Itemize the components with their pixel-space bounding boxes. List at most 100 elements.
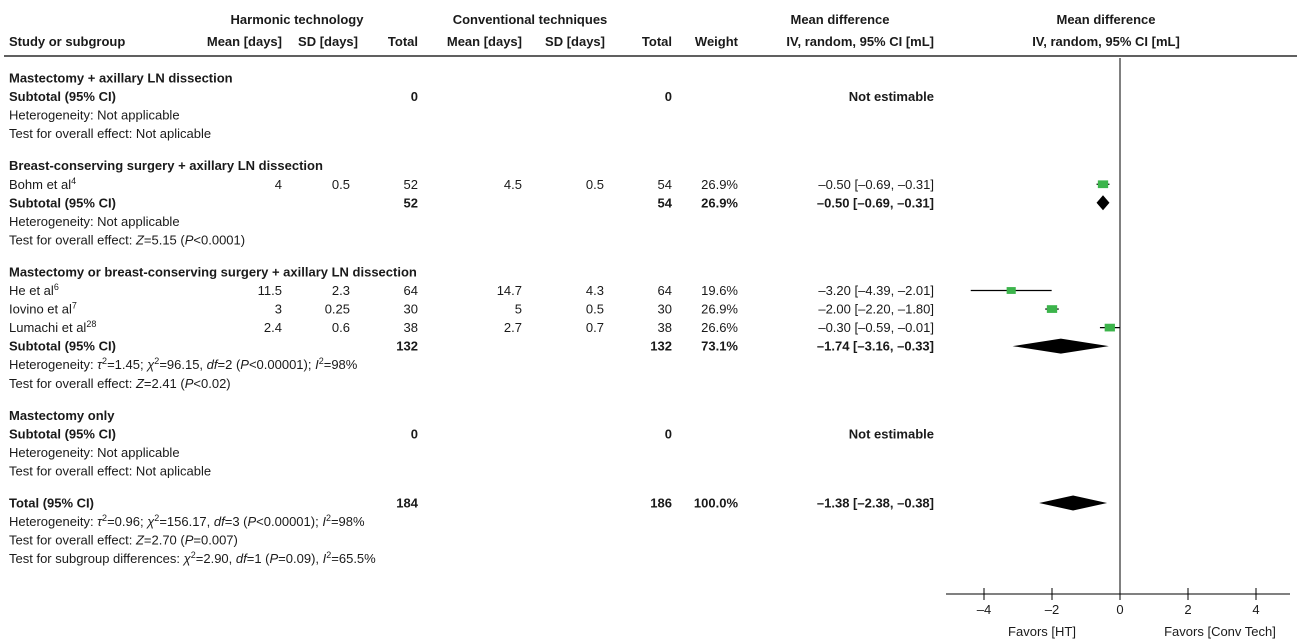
cell-sd-ht: 0.6 xyxy=(332,320,350,335)
note-part: Test for overall effect: xyxy=(9,376,136,391)
note-part: Z xyxy=(135,533,145,548)
note-text: Test for overall effect: Not aplicable xyxy=(9,463,211,478)
note-part: I xyxy=(322,514,326,529)
cell-mean-ht: 11.5 xyxy=(258,283,282,298)
note-part: 2 xyxy=(191,550,196,560)
note-part: I xyxy=(315,357,319,372)
note-text: Test for overall effect: Z=2.41 (P<0.02) xyxy=(9,376,231,391)
study-label: Lumachi et al28 xyxy=(9,319,96,335)
header-mean-difference: Mean difference xyxy=(791,12,890,27)
note-text: Heterogeneity: Not applicable xyxy=(9,445,180,460)
note-part: =0.007) xyxy=(193,533,237,548)
note-part: =1 ( xyxy=(247,551,270,566)
note-text: Heterogeneity: Not applicable xyxy=(9,108,180,123)
note-part: =3 ( xyxy=(225,514,248,529)
cell-sd-ct: 4.3 xyxy=(586,283,604,298)
study-name: He et al xyxy=(9,283,54,298)
header-ci-plot: IV, random, 95% CI [mL] xyxy=(1032,34,1180,49)
note-part: 2 xyxy=(326,550,331,560)
note-part: Heterogeneity: xyxy=(9,357,97,372)
x-tick-label: –2 xyxy=(1045,602,1059,617)
cell-total-ct: 54 xyxy=(658,195,673,210)
note-part: P xyxy=(240,357,249,372)
subgroup-heading: Mastectomy or breast-conserving surgery … xyxy=(9,264,417,279)
study-ref: 7 xyxy=(72,301,77,311)
note-part: 2 xyxy=(154,356,159,366)
note-part: Heterogeneity: Not applicable xyxy=(9,214,180,229)
header-sd-ht: SD [days] xyxy=(298,34,358,49)
note-part: Heterogeneity: Not applicable xyxy=(9,445,180,460)
cell-total-ct: 38 xyxy=(658,320,672,335)
note-part: 2 xyxy=(326,513,331,523)
cell-total-ht: 184 xyxy=(396,496,418,511)
note-part: P xyxy=(270,551,279,566)
cell-total-ht: 64 xyxy=(404,283,418,298)
cell-ci: Not estimable xyxy=(849,89,934,104)
header-study: Study or subgroup xyxy=(9,34,125,49)
effect-square xyxy=(1104,323,1115,332)
note-part: Test for overall effect: xyxy=(9,232,136,247)
cell-total-ct: 0 xyxy=(665,89,672,104)
cell-total-ct: 30 xyxy=(658,302,672,317)
note-part: <0.00001); xyxy=(256,514,322,529)
note-part: Z xyxy=(135,232,145,247)
note-part: Test for overall effect: xyxy=(9,533,136,548)
cell-ci: –0.50 [–0.69, –0.31] xyxy=(818,177,934,192)
note-part: <0.02) xyxy=(193,376,230,391)
cell-weight: 26.9% xyxy=(701,177,738,192)
subgroup-heading: Mastectomy only xyxy=(9,408,115,423)
cell-total-ct: 64 xyxy=(658,283,672,298)
subtotal-label: Subtotal (95% CI) xyxy=(9,339,116,354)
cell-weight: 73.1% xyxy=(701,339,738,354)
x-tick-label: 2 xyxy=(1184,602,1191,617)
header-ci: IV, random, 95% CI [mL] xyxy=(786,34,934,49)
cell-weight: 26.9% xyxy=(701,195,738,210)
note-part: χ xyxy=(146,357,155,372)
note-text: Test for overall effect: Not aplicable xyxy=(9,126,211,141)
note-text: Heterogeneity: Not applicable xyxy=(9,214,180,229)
note-part: =0.09), xyxy=(278,551,322,566)
cell-total-ct: 0 xyxy=(665,426,672,441)
subtotal-label: Subtotal (95% CI) xyxy=(9,426,116,441)
header-weight: Weight xyxy=(695,34,739,49)
note-part: =2.41 ( xyxy=(144,376,186,391)
cell-total-ht: 0 xyxy=(411,89,418,104)
note-text: Heterogeneity: τ2=1.45; χ2=96.15, df=2 (… xyxy=(9,356,358,372)
study-ref: 4 xyxy=(71,176,76,186)
x-tick-label: 4 xyxy=(1252,602,1259,617)
cell-ci: –3.20 [–4.39, –2.01] xyxy=(818,283,934,298)
note-part: I xyxy=(323,551,327,566)
effect-square xyxy=(1046,305,1058,313)
note-text: Test for overall effect: Z=2.70 (P=0.007… xyxy=(9,533,238,548)
cell-total-ct: 54 xyxy=(658,177,672,192)
note-part: 2 xyxy=(154,513,159,523)
cell-total-ht: 30 xyxy=(404,302,418,317)
header-mean-ct: Mean [days] xyxy=(447,34,522,49)
note-part: =98% xyxy=(331,514,365,529)
note-part: P xyxy=(185,376,194,391)
header-harmonic: Harmonic technology xyxy=(231,12,365,27)
note-part: 2 xyxy=(102,356,107,366)
note-part: P xyxy=(248,514,257,529)
header-conventional: Conventional techniques xyxy=(453,12,608,27)
cell-mean-ht: 3 xyxy=(275,302,282,317)
note-part: =1.45; xyxy=(107,357,147,372)
note-part: df xyxy=(236,551,248,566)
note-part: =5.15 ( xyxy=(144,232,186,247)
cell-ci: Not estimable xyxy=(849,426,934,441)
note-part: =0.96; xyxy=(107,514,147,529)
note-part: =156.17, xyxy=(159,514,214,529)
cell-total-ht: 38 xyxy=(404,320,418,335)
study-ref: 28 xyxy=(86,319,96,329)
favors-right-label: Favors [Conv Tech] xyxy=(1164,624,1276,639)
cell-mean-ct: 4.5 xyxy=(504,177,522,192)
cell-ci: –0.30 [–0.59, –0.01] xyxy=(818,320,934,335)
cell-ci: –0.50 [–0.69, –0.31] xyxy=(817,195,934,210)
note-part: df xyxy=(214,514,226,529)
subtotal-label: Subtotal (95% CI) xyxy=(9,195,116,210)
note-part: 2 xyxy=(319,356,324,366)
cell-total-ht: 52 xyxy=(404,195,418,210)
cell-weight: 19.6% xyxy=(701,283,738,298)
cell-total-ht: 0 xyxy=(411,426,418,441)
